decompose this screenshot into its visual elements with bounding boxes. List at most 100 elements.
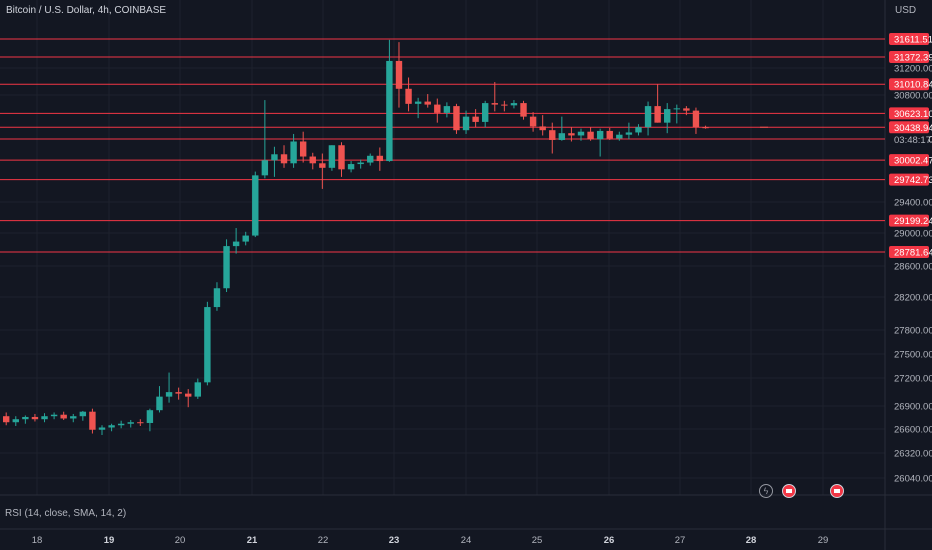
y-tick-label-5: 28200.00 (894, 293, 932, 304)
candle-body-33 (319, 163, 326, 168)
candle-47 (453, 103, 460, 134)
candle-25 (242, 231, 249, 246)
x-tick-label-8: 26 (604, 535, 615, 546)
candle-22 (213, 282, 221, 311)
candle-body-38 (367, 155, 374, 163)
candle-body-49 (472, 116, 479, 122)
candle-body-52 (501, 104, 508, 106)
candle-55 (529, 112, 537, 132)
candle-51 (491, 82, 498, 112)
x-tick-label-6: 24 (461, 535, 472, 546)
price-level-tag-bg-3 (889, 107, 929, 120)
candle-36 (347, 161, 355, 173)
candle-2 (22, 415, 29, 424)
candle-62 (596, 128, 604, 157)
x-tick-label-10: 28 (746, 535, 757, 546)
candle-56 (539, 115, 546, 136)
candle-body-56 (539, 126, 546, 131)
candle-33 (319, 153, 326, 189)
candle-43 (414, 97, 422, 119)
candle-body-6 (60, 414, 67, 419)
candle-70 (673, 104, 680, 124)
candle-14 (137, 419, 144, 426)
price-level-tag-bg-1 (889, 50, 929, 63)
candle-body-35 (338, 145, 345, 170)
price-level-tag-bg-7 (889, 173, 929, 186)
candle-body-37 (357, 162, 364, 165)
price-level-tag-bg-6 (889, 154, 929, 167)
candle-body-45 (434, 104, 441, 113)
x-tick-label-9: 27 (675, 535, 686, 546)
candle-66 (635, 124, 642, 136)
candle-body-34 (328, 145, 336, 168)
x-tick-label-5: 23 (389, 535, 400, 546)
candle-body-4 (41, 416, 48, 420)
candle-body-21 (204, 307, 211, 383)
candle-11 (108, 423, 115, 432)
y-tick-label-12: 26040.00 (894, 474, 932, 485)
candle-body-0 (3, 416, 10, 423)
price-level-tag-bg-9 (889, 246, 929, 258)
candle-49 (472, 109, 479, 128)
rsi-indicator-label[interactable]: RSI (14, close, SMA, 14, 2) (5, 508, 127, 519)
candle-body-25 (242, 235, 249, 242)
candle-body-27 (261, 160, 269, 176)
y-tick-label-8: 27200.00 (894, 374, 932, 385)
price-level-tag-9: 28781.64 (894, 248, 932, 259)
price-level-tag-3: 30623.10 (894, 109, 932, 120)
candle-body-28 (271, 154, 278, 161)
candle-body-16 (156, 396, 163, 411)
candle-body-40 (386, 60, 393, 162)
candle-body-17 (165, 392, 173, 397)
candle-54 (520, 100, 527, 120)
price-level-tag-bg-8 (889, 214, 929, 227)
candle-body-68 (654, 106, 661, 123)
x-tick-label-7: 25 (532, 535, 543, 546)
lightning-event-icon[interactable]: ϟ (759, 484, 773, 498)
candle-37 (357, 159, 364, 169)
candle-19 (185, 389, 192, 408)
us-flag-event-icon-2[interactable] (830, 484, 844, 498)
candle-21 (204, 301, 211, 386)
price-level-tag-4: 30438.94 (894, 123, 932, 134)
y-tick-label-1: 30800.00 (894, 91, 932, 102)
candle-20 (194, 378, 201, 399)
candle-15 (146, 408, 154, 432)
currency-label: USD (895, 5, 917, 16)
candle-body-29 (280, 154, 288, 164)
candle-body-71 (683, 108, 690, 111)
candle-1 (12, 416, 19, 426)
candle-60 (577, 128, 585, 141)
candle-body-22 (213, 288, 221, 308)
candle-body-14 (137, 422, 144, 424)
candle-body-12 (117, 423, 125, 426)
candle-64 (616, 131, 623, 141)
candle-17 (165, 372, 173, 403)
candle-29 (280, 145, 288, 168)
candle-body-32 (309, 156, 316, 164)
candle-3 (31, 413, 39, 422)
candle-body-58 (558, 133, 566, 140)
us-flag-event-icon[interactable] (782, 484, 796, 498)
x-tick-label-3: 21 (247, 535, 258, 546)
candle-26 (252, 171, 259, 238)
candle-body-70 (673, 108, 680, 110)
candle-6 (60, 411, 67, 420)
candle-58 (558, 116, 566, 141)
candle-9 (89, 408, 96, 434)
x-tick-label-1: 19 (104, 535, 115, 546)
candle-body-66 (635, 127, 642, 133)
price-level-tag-bg-0 (889, 33, 929, 45)
candle-body-18 (175, 392, 182, 394)
candle-body-36 (347, 164, 355, 170)
x-tick-label-0: 18 (32, 535, 43, 546)
candle-7 (70, 413, 77, 423)
symbol-title[interactable]: Bitcoin / U.S. Dollar, 4h, COINBASE (6, 5, 167, 16)
candle-48 (462, 110, 470, 134)
candle-8 (79, 410, 87, 421)
y-tick-label-3: 29000.00 (894, 229, 932, 240)
candle-body-30 (290, 141, 297, 164)
candle-body-53 (510, 103, 518, 106)
